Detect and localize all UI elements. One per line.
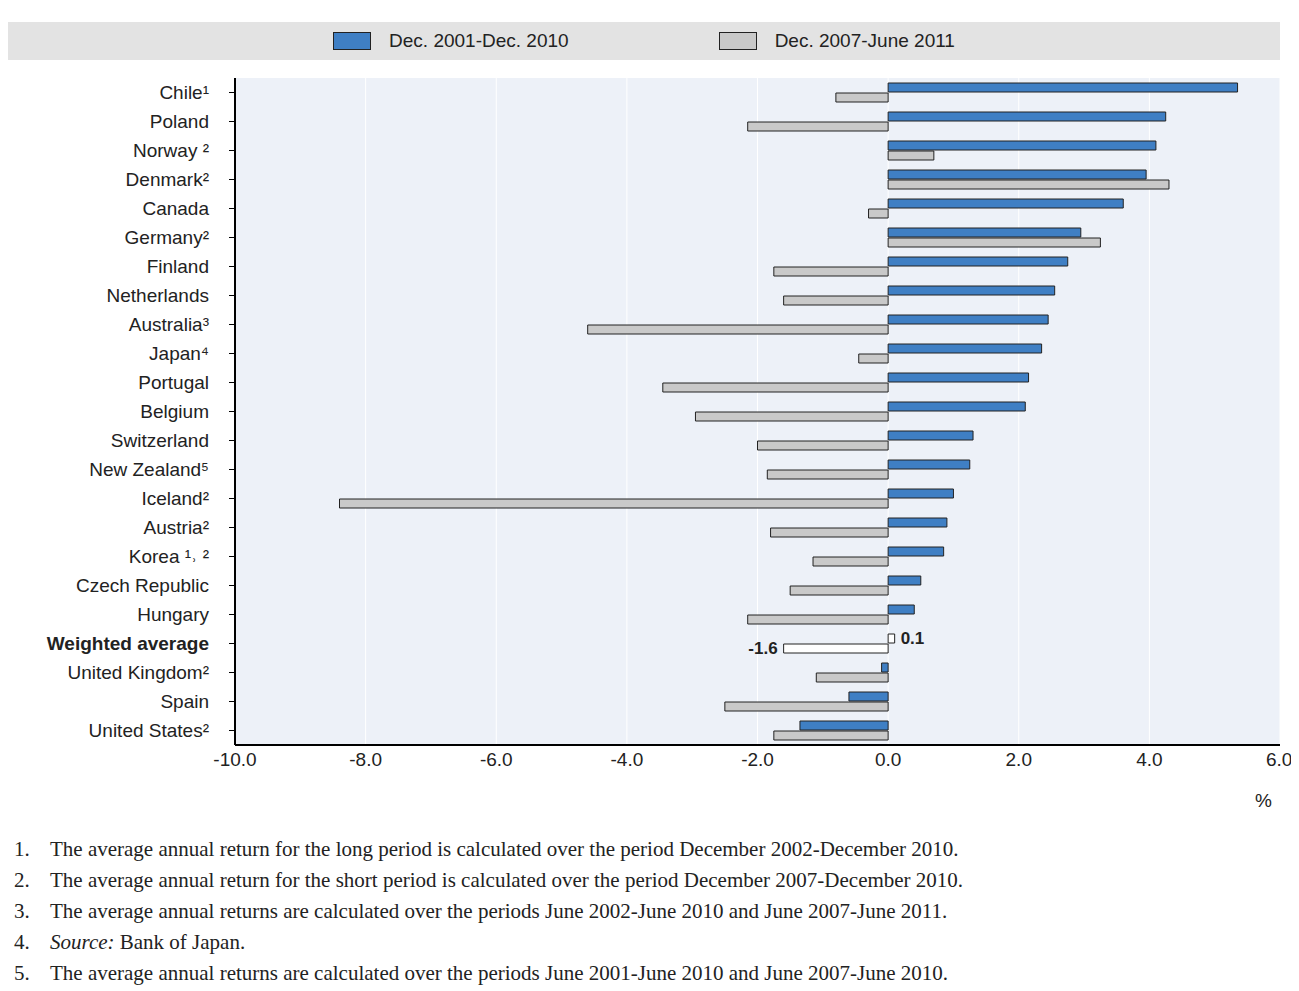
- svg-text:Finland: Finland: [147, 256, 209, 277]
- svg-text:Iceland²: Iceland²: [141, 488, 209, 509]
- svg-text:-8.0: -8.0: [349, 749, 382, 770]
- svg-text:0.0: 0.0: [875, 749, 901, 770]
- svg-text:Poland: Poland: [150, 111, 209, 132]
- svg-text:Norway ²: Norway ²: [133, 140, 209, 161]
- svg-text:Japan⁴: Japan⁴: [149, 343, 209, 364]
- svg-text:Netherlands: Netherlands: [107, 285, 209, 306]
- svg-text:-10.0: -10.0: [213, 749, 256, 770]
- svg-text:-4.0: -4.0: [611, 749, 644, 770]
- svg-text:Portugal: Portugal: [138, 372, 209, 393]
- html-text:Source: Bank of Japan.: Source: Bank of Japan.: [50, 930, 246, 954]
- html-text:The average annual return for: The average annual return for the short …: [50, 868, 964, 892]
- svg-text:Switzerland: Switzerland: [111, 430, 209, 451]
- svg-text:Germany²: Germany²: [125, 227, 209, 248]
- svg-text:0.1: 0.1: [901, 629, 925, 648]
- svg-text:Korea ¹˒ ²: Korea ¹˒ ²: [129, 546, 209, 567]
- svg-text:-2.0: -2.0: [741, 749, 774, 770]
- svg-text:-1.6: -1.6: [748, 639, 777, 658]
- svg-text:Spain: Spain: [160, 691, 209, 712]
- html-text:Dec. 2001-Dec. 2010: Dec. 2001-Dec. 2010: [389, 30, 569, 51]
- html-text:4.: 4.: [14, 930, 30, 954]
- svg-text:6.0: 6.0: [1266, 749, 1291, 770]
- svg-text:Weighted average: Weighted average: [47, 633, 209, 654]
- svg-text:Chile¹: Chile¹: [159, 82, 209, 103]
- svg-text:%: %: [1255, 790, 1272, 811]
- svg-text:2.0: 2.0: [1006, 749, 1032, 770]
- svg-text:New Zealand⁵: New Zealand⁵: [89, 459, 209, 480]
- svg-text:Canada: Canada: [142, 198, 209, 219]
- html-text:3.: 3.: [14, 899, 30, 923]
- svg-text:Australia³: Australia³: [129, 314, 209, 335]
- html-text:The average annual returns are: The average annual returns are calculate…: [50, 899, 948, 923]
- html-text:The average annual return for: The average annual return for the long p…: [50, 837, 959, 861]
- html-text:1.: 1.: [14, 837, 30, 861]
- svg-text:Hungary: Hungary: [137, 604, 209, 625]
- svg-text:Austria²: Austria²: [144, 517, 209, 538]
- html-text:Dec. 2007-June 2011: Dec. 2007-June 2011: [774, 30, 955, 51]
- svg-text:Belgium: Belgium: [140, 401, 209, 422]
- svg-text:United States²: United States²: [89, 720, 209, 741]
- html-text:The average annual returns are: The average annual returns are calculate…: [50, 961, 948, 985]
- html-text:2.: 2.: [14, 868, 30, 892]
- html-text:5.: 5.: [14, 961, 30, 985]
- svg-text:Czech Republic: Czech Republic: [76, 575, 209, 596]
- svg-text:4.0: 4.0: [1136, 749, 1162, 770]
- svg-text:-6.0: -6.0: [480, 749, 513, 770]
- svg-text:Denmark²: Denmark²: [126, 169, 209, 190]
- svg-text:United Kingdom²: United Kingdom²: [67, 662, 209, 683]
